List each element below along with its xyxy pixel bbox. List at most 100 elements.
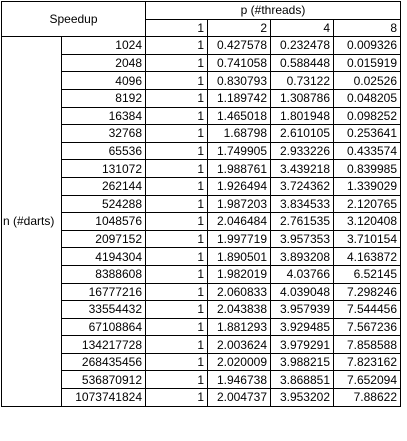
- speedup-value-cell[interactable]: 3.439218: [270, 159, 334, 178]
- speedup-value-cell[interactable]: 0.433574: [333, 141, 401, 161]
- speedup-value-cell[interactable]: 1: [145, 176, 208, 196]
- speedup-value-cell[interactable]: 1: [145, 264, 208, 284]
- thread-header-cell[interactable]: 2: [207, 18, 271, 38]
- n-value-cell[interactable]: 8192: [61, 88, 146, 108]
- speedup-value-cell[interactable]: 1.926494: [207, 176, 271, 196]
- speedup-value-cell[interactable]: 0.73122: [270, 71, 334, 90]
- speedup-value-cell[interactable]: 0.098252: [333, 106, 401, 126]
- speedup-value-cell[interactable]: 0.830793: [207, 71, 271, 90]
- n-value-cell[interactable]: 1048576: [61, 212, 146, 231]
- speedup-value-cell[interactable]: 7.298246: [333, 282, 401, 302]
- speedup-value-cell[interactable]: 4.039048: [270, 282, 334, 302]
- speedup-value-cell[interactable]: 2.003624: [207, 335, 271, 354]
- n-value-cell[interactable]: 8388608: [61, 264, 146, 284]
- speedup-value-cell[interactable]: 0.048205: [333, 88, 401, 108]
- speedup-value-cell[interactable]: 0.232478: [270, 36, 334, 55]
- speedup-value-cell[interactable]: 0.253641: [333, 124, 401, 143]
- speedup-value-cell[interactable]: 1.988761: [207, 159, 271, 178]
- speedup-value-cell[interactable]: 7.823162: [333, 352, 401, 372]
- thread-header-cell[interactable]: 8: [333, 18, 401, 38]
- n-value-cell[interactable]: 32768: [61, 124, 146, 143]
- n-value-cell[interactable]: 16384: [61, 106, 146, 126]
- n-value-cell[interactable]: 2048: [61, 53, 146, 73]
- speedup-value-cell[interactable]: 3.710154: [333, 229, 401, 249]
- speedup-value-cell[interactable]: 6.52145: [333, 264, 401, 284]
- speedup-value-cell[interactable]: 2.610105: [270, 124, 334, 143]
- n-value-cell[interactable]: 16777216: [61, 282, 146, 302]
- speedup-value-cell[interactable]: 0.02526: [333, 71, 401, 90]
- speedup-value-cell[interactable]: 3.724362: [270, 176, 334, 196]
- speedup-value-cell[interactable]: 1: [145, 53, 208, 73]
- n-value-cell[interactable]: 4096: [61, 71, 146, 90]
- speedup-value-cell[interactable]: 1: [145, 352, 208, 372]
- speedup-value-cell[interactable]: 1.189742: [207, 88, 271, 108]
- speedup-value-cell[interactable]: 2.043838: [207, 300, 271, 319]
- n-value-cell[interactable]: 65536: [61, 141, 146, 161]
- n-value-cell[interactable]: 262144: [61, 176, 146, 196]
- speedup-value-cell[interactable]: 7.652094: [333, 370, 401, 390]
- speedup-value-cell[interactable]: 7.858588: [333, 335, 401, 354]
- speedup-value-cell[interactable]: 1.339029: [333, 176, 401, 196]
- speedup-value-cell[interactable]: 3.893208: [270, 247, 334, 266]
- speedup-value-cell[interactable]: 1: [145, 88, 208, 108]
- n-value-cell[interactable]: 2097152: [61, 229, 146, 249]
- speedup-value-cell[interactable]: 1: [145, 194, 208, 214]
- speedup-value-cell[interactable]: 3.120408: [333, 212, 401, 231]
- speedup-value-cell[interactable]: 1: [145, 300, 208, 319]
- n-value-cell[interactable]: 536870912: [61, 370, 146, 390]
- speedup-value-cell[interactable]: 1.946738: [207, 370, 271, 390]
- speedup-value-cell[interactable]: 3.834533: [270, 194, 334, 214]
- speedup-value-cell[interactable]: 3.979291: [270, 335, 334, 354]
- speedup-value-cell[interactable]: 2.761535: [270, 212, 334, 231]
- speedup-value-cell[interactable]: 1.68798: [207, 124, 271, 143]
- n-value-cell[interactable]: 67108864: [61, 317, 146, 337]
- speedup-value-cell[interactable]: 1.801948: [270, 106, 334, 126]
- speedup-value-cell[interactable]: 7.88622: [333, 388, 401, 407]
- n-value-cell[interactable]: 134217728: [61, 335, 146, 354]
- speedup-value-cell[interactable]: 1.749905: [207, 141, 271, 161]
- speedup-value-cell[interactable]: 0.741058: [207, 53, 271, 73]
- speedup-value-cell[interactable]: 1.465018: [207, 106, 271, 126]
- speedup-value-cell[interactable]: 1: [145, 247, 208, 266]
- speedup-value-cell[interactable]: 1: [145, 388, 208, 407]
- speedup-value-cell[interactable]: 1.881293: [207, 317, 271, 337]
- speedup-value-cell[interactable]: 2.060833: [207, 282, 271, 302]
- speedup-value-cell[interactable]: 1.997719: [207, 229, 271, 249]
- speedup-value-cell[interactable]: 0.427578: [207, 36, 271, 55]
- speedup-value-cell[interactable]: 4.163872: [333, 247, 401, 266]
- speedup-value-cell[interactable]: 3.957939: [270, 300, 334, 319]
- n-value-cell[interactable]: 131072: [61, 159, 146, 178]
- n-value-cell[interactable]: 1073741824: [61, 388, 146, 407]
- speedup-value-cell[interactable]: 4.03766: [270, 264, 334, 284]
- speedup-value-cell[interactable]: 7.567236: [333, 317, 401, 337]
- speedup-value-cell[interactable]: 0.588448: [270, 53, 334, 73]
- speedup-value-cell[interactable]: 1: [145, 370, 208, 390]
- speedup-value-cell[interactable]: 7.544456: [333, 300, 401, 319]
- n-value-cell[interactable]: 524288: [61, 194, 146, 214]
- speedup-value-cell[interactable]: 2.020009: [207, 352, 271, 372]
- speedup-value-cell[interactable]: 1: [145, 212, 208, 231]
- darts-group-label-cell[interactable]: n (#darts): [1, 36, 62, 407]
- speedup-value-cell[interactable]: 1: [145, 71, 208, 90]
- speedup-value-cell[interactable]: 1: [145, 282, 208, 302]
- speedup-value-cell[interactable]: 0.839985: [333, 159, 401, 178]
- thread-header-cell[interactable]: 1: [145, 18, 208, 38]
- speedup-value-cell[interactable]: 1: [145, 124, 208, 143]
- speedup-value-cell[interactable]: 1.308786: [270, 88, 334, 108]
- n-value-cell[interactable]: 33554432: [61, 300, 146, 319]
- speedup-value-cell[interactable]: 2.046484: [207, 212, 271, 231]
- speedup-value-cell[interactable]: 2.004737: [207, 388, 271, 407]
- speedup-value-cell[interactable]: 0.009326: [333, 36, 401, 55]
- n-value-cell[interactable]: 1024: [61, 36, 146, 55]
- speedup-value-cell[interactable]: 3.957353: [270, 229, 334, 249]
- speedup-value-cell[interactable]: 3.953202: [270, 388, 334, 407]
- speedup-value-cell[interactable]: 3.988215: [270, 352, 334, 372]
- n-value-cell[interactable]: 268435456: [61, 352, 146, 372]
- speedup-value-cell[interactable]: 1: [145, 317, 208, 337]
- speedup-value-cell[interactable]: 3.868851: [270, 370, 334, 390]
- speedup-value-cell[interactable]: 1: [145, 141, 208, 161]
- threads-group-header[interactable]: p (#threads): [145, 1, 401, 20]
- speedup-value-cell[interactable]: 2.933226: [270, 141, 334, 161]
- speedup-value-cell[interactable]: 1: [145, 335, 208, 354]
- speedup-value-cell[interactable]: 2.120765: [333, 194, 401, 214]
